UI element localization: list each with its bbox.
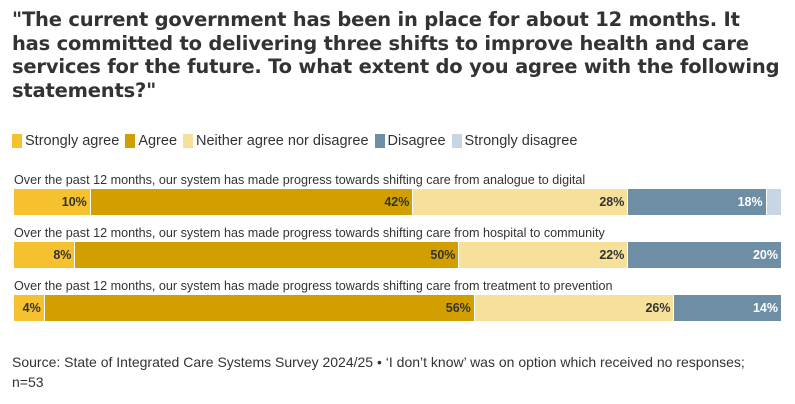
data-label: 42% — [384, 195, 410, 209]
category-label: Over the past 12 months, our system has … — [14, 279, 613, 293]
data-label: 4% — [22, 301, 41, 315]
legend-swatch — [183, 134, 194, 148]
data-label: 20% — [752, 248, 778, 262]
data-label: 10% — [61, 195, 87, 209]
legend-swatch — [125, 134, 136, 148]
bar-segment: 26% — [474, 295, 675, 321]
legend-label: Strongly agree — [25, 133, 120, 149]
bar-segment: 42% — [90, 189, 414, 215]
chart-title: "The current government has been in plac… — [12, 8, 780, 102]
bar-segment — [766, 189, 782, 215]
stacked-bar: 4% 56% 26% 14% — [14, 295, 782, 321]
data-label: 18% — [737, 195, 763, 209]
bar-segment: 8% — [14, 242, 76, 268]
legend-item: Strongly disagree — [451, 133, 578, 149]
legend-item: Agree — [125, 133, 177, 149]
stacked-bar: 10% 42% 28% 18% — [14, 189, 782, 215]
data-label: 22% — [599, 248, 625, 262]
category-label: Over the past 12 months, our system has … — [14, 226, 605, 240]
legend-swatch — [374, 134, 385, 148]
legend-label: Agree — [138, 133, 178, 149]
data-label: 26% — [645, 301, 671, 315]
bar-segment: 50% — [75, 242, 460, 268]
bar-segment: 28% — [413, 189, 629, 215]
bar-segment: 14% — [674, 295, 782, 321]
data-label: 8% — [53, 248, 72, 262]
data-label: 56% — [445, 301, 471, 315]
legend-swatch — [451, 134, 462, 148]
legend-swatch — [12, 134, 22, 148]
legend-label: Neither agree nor disagree — [196, 133, 369, 149]
data-label: 50% — [430, 248, 456, 262]
bar-segment: 20% — [628, 242, 782, 268]
stacked-bar: 8% 50% 22% 20% — [14, 242, 782, 268]
category-label: Over the past 12 months, our system has … — [14, 173, 586, 187]
data-label: 28% — [599, 195, 625, 209]
legend-item: Neither agree nor disagree — [183, 133, 369, 149]
data-label: 14% — [752, 301, 778, 315]
bar-segment: 22% — [459, 242, 629, 268]
source-note: Source: State of Integrated Care Systems… — [12, 354, 745, 390]
legend-item: Strongly agree — [12, 133, 119, 149]
bar-segment: 10% — [14, 189, 91, 215]
legend: Strongly agree Agree Neither agree nor dis… — [12, 133, 583, 149]
legend-label: Disagree — [387, 133, 446, 149]
bar-segment: 4% — [14, 295, 45, 321]
bar-segment: 56% — [44, 295, 475, 321]
bar-segment: 18% — [628, 189, 767, 215]
legend-item: Disagree — [374, 133, 446, 149]
legend-label: Strongly disagree — [464, 133, 578, 149]
